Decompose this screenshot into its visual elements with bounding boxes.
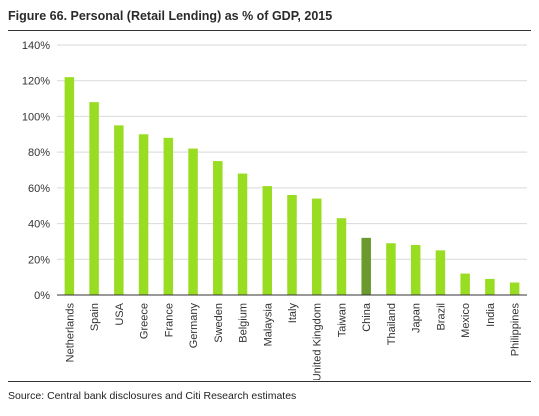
chart-title: Figure 66. Personal (Retail Lending) as … [8,9,333,23]
x-tick-label: Netherlands [64,303,76,363]
x-tick-label: Sweden [213,303,225,343]
bar-sweden [213,161,223,295]
x-tick-label: Malaysia [262,302,274,346]
x-tick-label: United Kingdom [312,303,324,380]
x-tick-label: Spain [89,303,101,331]
bar-germany [188,148,198,295]
source-note: Source: Central bank disclosures and Cit… [8,390,297,402]
bar-china [361,237,371,295]
bar-brazil [435,250,446,295]
y-axis-ticks: 0% 20% 40% 60% 80% 100% 120% 140% [22,40,50,302]
bar-chart: 0% 20% 40% 60% 80% 100% 120% 140% Netherlands Sp… [22,40,527,380]
x-tick-label: Brazil [435,303,447,331]
y-tick-label: 120% [22,76,50,88]
x-tick-label: Belgium [238,303,250,343]
title-divider [8,30,531,31]
bar-italy [287,195,297,295]
x-axis-labels: Netherlands Spain USA Greece France Germany Sw… [64,302,521,380]
x-tick-label: Taiwan [336,303,348,337]
y-tick-label: 20% [28,254,50,266]
bar-france [163,137,174,295]
y-tick-label: 60% [28,183,50,195]
bar-belgium [237,173,248,295]
y-tick-label: 80% [28,147,50,159]
x-tick-label: Italy [287,303,299,324]
bars [64,77,520,296]
y-tick-label: 40% [28,219,50,231]
x-tick-label: Japan [411,303,423,333]
bar-greece [138,134,149,295]
x-tick-label: USA [114,302,126,325]
bar-taiwan [336,218,347,295]
bar-spain [89,102,99,296]
x-tick-label: Germany [188,303,200,349]
x-tick-label: Greece [139,303,151,339]
gridlines [57,44,527,260]
y-tick-label: 0% [34,290,50,302]
bar-mexico [460,273,470,295]
x-tick-label: Philippines [510,303,522,357]
x-tick-label: France [163,303,175,337]
x-tick-label: Thailand [386,303,398,345]
bar-usa [114,125,124,295]
bar-japan [410,245,421,295]
x-tick-label: Mexico [460,303,472,338]
bar-netherlands [64,77,75,296]
bar-philippines [509,282,520,295]
bar-united-kingdom [311,198,322,295]
bar-india [485,278,495,295]
x-tick-label: India [485,302,497,327]
y-tick-label: 140% [22,40,50,52]
bar-malaysia [262,186,273,295]
y-tick-label: 100% [22,111,50,123]
source-divider [8,381,531,382]
x-tick-label: China [361,302,373,332]
bar-thailand [386,243,396,295]
